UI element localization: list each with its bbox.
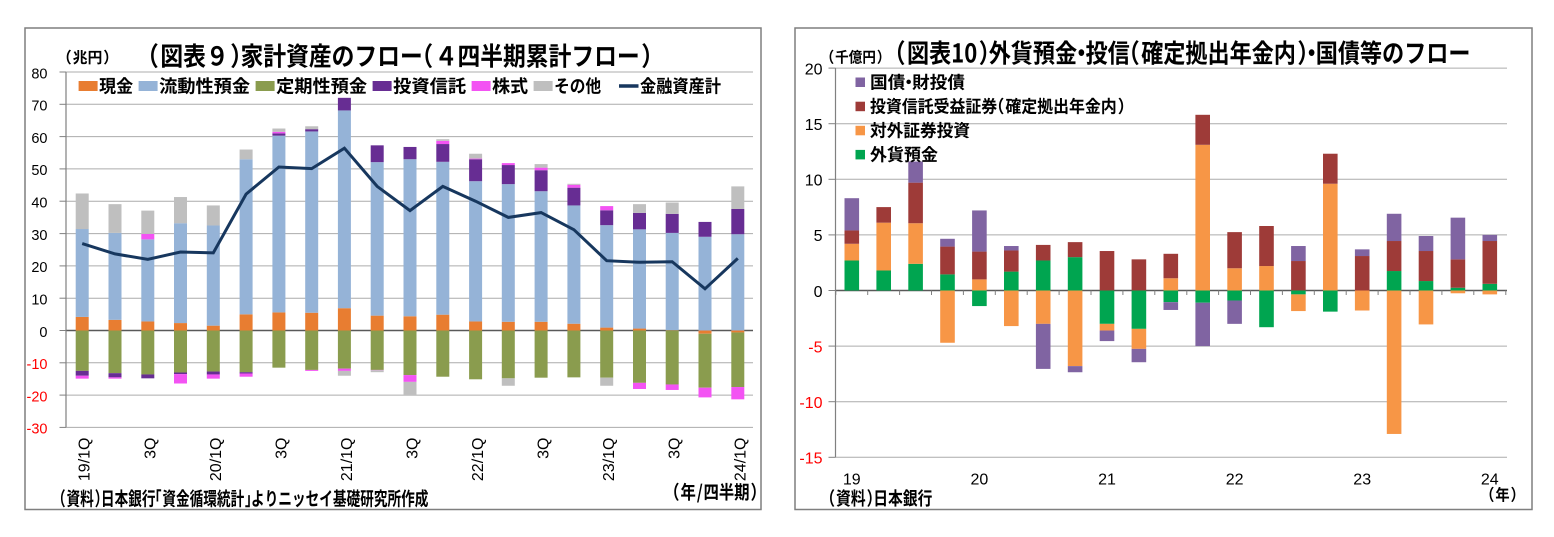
- svg-text:23: 23: [1353, 472, 1371, 489]
- svg-text:30: 30: [31, 228, 47, 244]
- svg-text:15: 15: [805, 117, 823, 134]
- svg-text:-20: -20: [27, 389, 48, 405]
- svg-text:24: 24: [1481, 472, 1499, 489]
- svg-text:-15: -15: [799, 451, 822, 468]
- svg-text:19/1Q: 19/1Q: [77, 438, 94, 482]
- svg-text:20: 20: [31, 260, 47, 276]
- svg-text:3Q: 3Q: [405, 438, 422, 459]
- svg-text:20/1Q: 20/1Q: [208, 438, 225, 482]
- svg-text:20: 20: [971, 472, 989, 489]
- svg-text:10: 10: [805, 173, 823, 190]
- svg-text:-10: -10: [799, 395, 822, 412]
- svg-text:-5: -5: [808, 339, 822, 356]
- svg-text:3Q: 3Q: [273, 438, 290, 459]
- svg-text:-30: -30: [27, 422, 48, 438]
- svg-text:24/1Q: 24/1Q: [732, 438, 749, 482]
- svg-text:70: 70: [31, 99, 47, 115]
- svg-text:10: 10: [31, 293, 47, 309]
- svg-text:3Q: 3Q: [536, 438, 553, 459]
- svg-text:-10: -10: [27, 357, 48, 373]
- svg-text:80: 80: [31, 66, 47, 82]
- svg-text:22/1Q: 22/1Q: [470, 438, 487, 482]
- svg-text:50: 50: [31, 163, 47, 179]
- svg-text:0: 0: [814, 284, 823, 301]
- svg-text:21/1Q: 21/1Q: [339, 438, 356, 482]
- svg-text:19: 19: [843, 472, 861, 489]
- svg-text:23/1Q: 23/1Q: [601, 438, 618, 482]
- svg-text:21: 21: [1098, 472, 1116, 489]
- svg-text:5: 5: [814, 228, 823, 245]
- svg-text:40: 40: [31, 196, 47, 212]
- svg-text:20: 20: [805, 61, 823, 78]
- svg-text:60: 60: [31, 131, 47, 147]
- svg-text:22: 22: [1226, 472, 1244, 489]
- svg-text:0: 0: [39, 325, 47, 341]
- svg-text:3Q: 3Q: [667, 438, 684, 459]
- svg-text:3Q: 3Q: [142, 438, 159, 459]
